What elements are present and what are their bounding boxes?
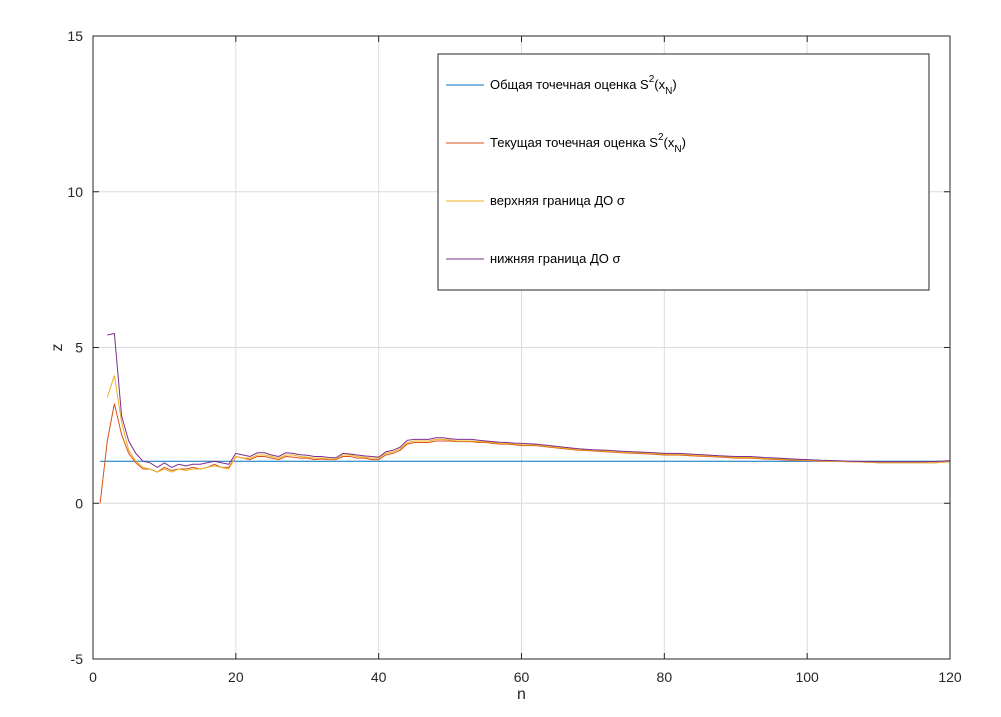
x-tick-label: 40 xyxy=(371,669,387,685)
x-tick-label: 60 xyxy=(514,669,530,685)
x-tick-label: 80 xyxy=(657,669,673,685)
x-tick-label: 0 xyxy=(89,669,97,685)
axes-box xyxy=(92,35,951,660)
legend-entry-label: Общая точечная оценка xyxy=(490,77,637,92)
legend-entry-3: нижняя граница ДО σ xyxy=(490,251,621,266)
y-tick-label: 0 xyxy=(75,495,83,511)
legend-box xyxy=(437,53,930,291)
axes xyxy=(92,35,951,660)
y-tick-label: 10 xyxy=(67,184,83,200)
plot-area xyxy=(99,332,951,504)
series-line-2 xyxy=(106,375,951,473)
x-axis-label: n xyxy=(517,686,526,703)
x-tick-label: 120 xyxy=(938,669,962,685)
series-line-3 xyxy=(107,332,951,468)
tick-labels: 0 20 40 60 80 100 120 -5 0 5 10 15 xyxy=(67,28,961,685)
x-tick-label: 100 xyxy=(795,669,819,685)
legend-entry-2: верхняя граница ДО σ xyxy=(490,193,625,208)
y-tick-label: 5 xyxy=(75,340,83,356)
y-tick-label: -5 xyxy=(71,651,84,667)
legend-entry-1: Текущая точечная оценка S2(xN) xyxy=(490,132,686,155)
legend: Общая точечная оценка S2(xN) Текущая точе… xyxy=(437,53,930,291)
legend-entry-label: Текущая точечная оценка xyxy=(490,135,646,150)
y-axis-label: z xyxy=(49,344,66,352)
y-tick-label: 15 xyxy=(67,28,83,44)
x-tick-label: 20 xyxy=(228,669,244,685)
legend-entry-label: верхняя граница ДО σ xyxy=(490,193,625,208)
legend-entry-label: нижняя граница ДО σ xyxy=(490,251,621,266)
legend-entry-0: Общая точечная оценка S2(xN) xyxy=(490,74,677,97)
